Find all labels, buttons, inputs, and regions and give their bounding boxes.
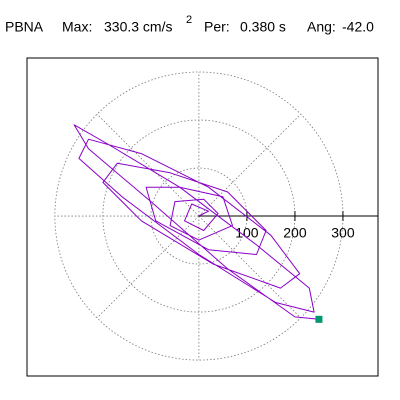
title-max-label: Max: xyxy=(62,19,92,35)
spoke-grid xyxy=(198,113,302,217)
orbit-line xyxy=(73,124,319,320)
title-max-sup: 2 xyxy=(186,14,192,26)
spoke-grid xyxy=(96,113,200,217)
max-marker xyxy=(315,315,323,323)
r-tick-label: 100 xyxy=(235,225,259,241)
title-station: PBNA xyxy=(5,19,44,35)
title-ang-value: -42.0 xyxy=(342,19,374,35)
spoke-grid xyxy=(198,215,302,319)
title-ang-label: Ang: xyxy=(307,19,336,35)
r-tick-label: 300 xyxy=(331,225,355,241)
r-tick-label: 200 xyxy=(283,225,307,241)
title-max-value: 330.3 cm/s xyxy=(104,19,172,35)
spoke-grid xyxy=(96,215,200,319)
plot-frame xyxy=(26,57,379,377)
title-per-value: 0.380 s xyxy=(240,19,286,35)
title-per-label: Per: xyxy=(204,19,230,35)
